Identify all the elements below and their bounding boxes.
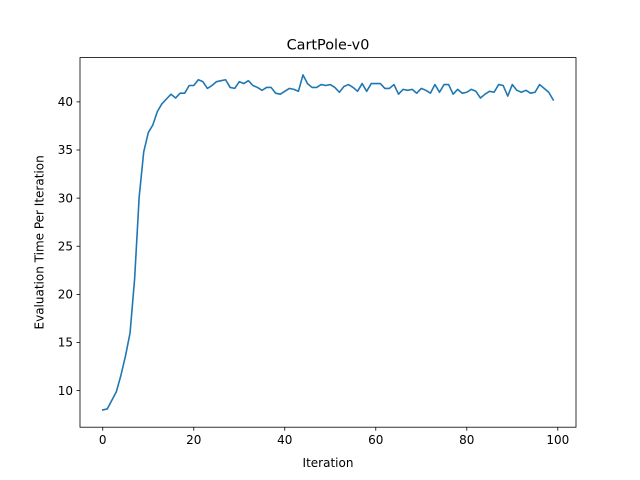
- y-tick-label: 15: [58, 336, 73, 350]
- x-tick-label: 100: [546, 433, 569, 447]
- plot-area-frame: [79, 57, 577, 428]
- y-axis-label: Evaluation Time Per Iteration: [33, 155, 47, 329]
- x-axis-label: Iteration: [303, 456, 354, 470]
- y-tick-label: 20: [58, 288, 73, 302]
- x-tick-label: 80: [459, 433, 474, 447]
- y-tick-label: 25: [58, 239, 73, 253]
- y-tick-label: 40: [58, 95, 73, 109]
- x-tick-label: 0: [99, 433, 107, 447]
- y-tick-label: 35: [58, 143, 73, 157]
- y-tick-label: 30: [58, 191, 73, 205]
- x-tick-label: 60: [368, 433, 383, 447]
- y-ticks: 10 15 20 25 30 35 40: [58, 95, 80, 398]
- x-tick-label: 40: [277, 433, 292, 447]
- x-ticks: 0 20 40 60 80 100: [99, 427, 569, 447]
- x-tick-label: 20: [186, 433, 201, 447]
- series-line: [101, 74, 555, 411]
- y-tick-label: 10: [58, 384, 73, 398]
- chart-title: CartPole-v0: [287, 38, 370, 54]
